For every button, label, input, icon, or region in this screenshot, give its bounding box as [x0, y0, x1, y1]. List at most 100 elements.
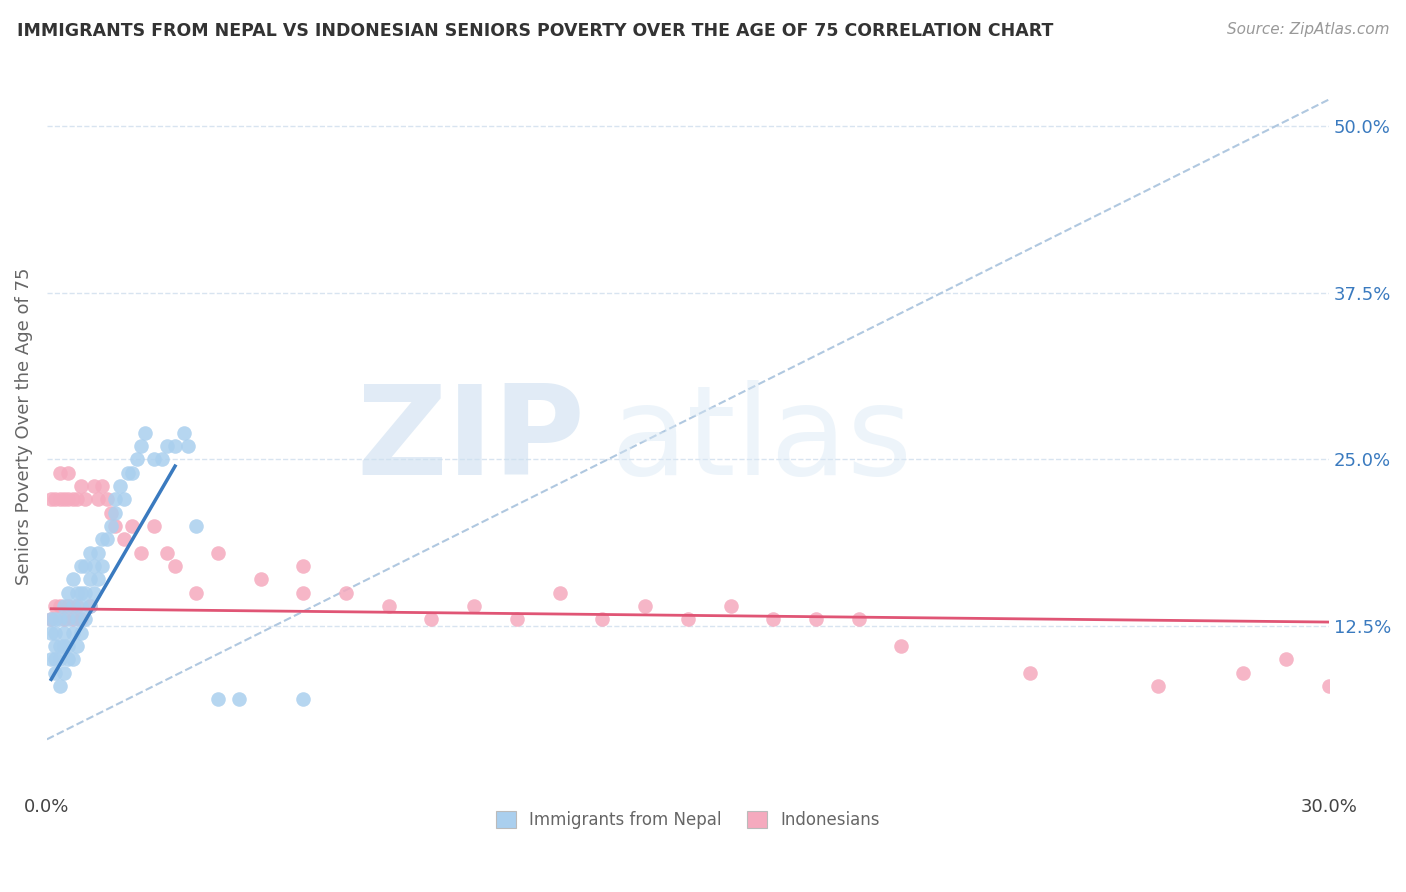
Point — [155, 546, 177, 560]
Point — [104, 492, 127, 507]
Point — [228, 692, 250, 706]
Point — [83, 479, 105, 493]
Point — [420, 612, 443, 626]
Point — [91, 479, 114, 493]
Point — [75, 585, 97, 599]
Point — [100, 506, 122, 520]
Point — [104, 506, 127, 520]
Point — [44, 665, 66, 680]
Point — [165, 559, 187, 574]
Point — [463, 599, 485, 613]
Point — [53, 665, 76, 680]
Point — [58, 585, 80, 599]
Point — [62, 652, 84, 666]
Point — [48, 492, 70, 507]
Point — [75, 559, 97, 574]
Point — [70, 599, 93, 613]
Point — [48, 466, 70, 480]
Point — [70, 479, 93, 493]
Point — [39, 652, 62, 666]
Point — [848, 612, 870, 626]
Point — [112, 492, 135, 507]
Point — [155, 439, 177, 453]
Point — [506, 612, 529, 626]
Point — [53, 639, 76, 653]
Point — [207, 692, 229, 706]
Point — [100, 519, 122, 533]
Point — [48, 612, 70, 626]
Point — [58, 639, 80, 653]
Point — [66, 639, 89, 653]
Point — [104, 519, 127, 533]
Point — [58, 466, 80, 480]
Y-axis label: Seniors Poverty Over the Age of 75: Seniors Poverty Over the Age of 75 — [15, 268, 32, 585]
Point — [75, 492, 97, 507]
Point — [75, 612, 97, 626]
Point — [292, 559, 315, 574]
Point — [1232, 665, 1254, 680]
Point — [39, 625, 62, 640]
Point — [108, 479, 131, 493]
Point — [70, 585, 93, 599]
Text: atlas: atlas — [612, 380, 912, 501]
Point — [1317, 679, 1340, 693]
Point — [292, 585, 315, 599]
Point — [91, 559, 114, 574]
Point — [58, 599, 80, 613]
Point — [134, 425, 156, 440]
Point — [676, 612, 699, 626]
Point — [79, 573, 101, 587]
Point — [804, 612, 827, 626]
Point — [62, 599, 84, 613]
Point — [58, 612, 80, 626]
Point — [890, 639, 912, 653]
Point — [58, 492, 80, 507]
Text: Source: ZipAtlas.com: Source: ZipAtlas.com — [1226, 22, 1389, 37]
Point — [39, 492, 62, 507]
Point — [44, 492, 66, 507]
Point — [173, 425, 195, 440]
Point — [62, 625, 84, 640]
Point — [335, 585, 357, 599]
Point — [62, 612, 84, 626]
Point — [48, 599, 70, 613]
Point — [66, 599, 89, 613]
Point — [591, 612, 613, 626]
Text: IMMIGRANTS FROM NEPAL VS INDONESIAN SENIORS POVERTY OVER THE AGE OF 75 CORRELATI: IMMIGRANTS FROM NEPAL VS INDONESIAN SENI… — [17, 22, 1053, 40]
Point — [96, 492, 118, 507]
Point — [48, 679, 70, 693]
Point — [70, 612, 93, 626]
Point — [377, 599, 399, 613]
Point — [548, 585, 571, 599]
Point — [292, 692, 315, 706]
Point — [121, 519, 143, 533]
Point — [129, 546, 152, 560]
Point — [62, 573, 84, 587]
Point — [96, 533, 118, 547]
Point — [1275, 652, 1298, 666]
Point — [44, 612, 66, 626]
Point — [83, 585, 105, 599]
Point — [66, 585, 89, 599]
Point — [83, 559, 105, 574]
Point — [39, 612, 62, 626]
Point — [112, 533, 135, 547]
Point — [165, 439, 187, 453]
Point — [66, 612, 89, 626]
Point — [79, 599, 101, 613]
Point — [70, 559, 93, 574]
Text: ZIP: ZIP — [357, 380, 585, 501]
Point — [186, 585, 208, 599]
Legend: Immigrants from Nepal, Indonesians: Immigrants from Nepal, Indonesians — [489, 804, 886, 836]
Point — [762, 612, 785, 626]
Point — [142, 519, 165, 533]
Point — [87, 546, 110, 560]
Point — [91, 533, 114, 547]
Point — [62, 492, 84, 507]
Point — [44, 599, 66, 613]
Point — [53, 612, 76, 626]
Point — [70, 625, 93, 640]
Point — [44, 652, 66, 666]
Point — [1147, 679, 1170, 693]
Point — [79, 599, 101, 613]
